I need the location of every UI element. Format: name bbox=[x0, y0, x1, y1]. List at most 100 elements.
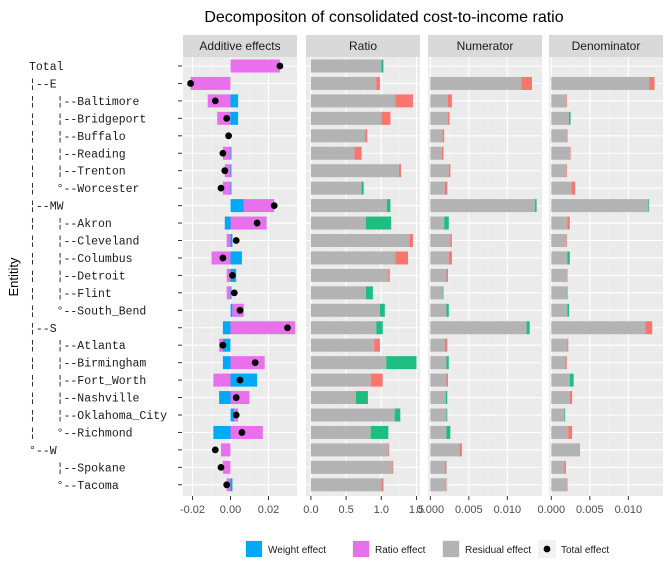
ratio-effect-bar bbox=[230, 216, 267, 230]
weight-effect-bar bbox=[230, 234, 233, 247]
residual-bar bbox=[430, 303, 447, 317]
difference-bar bbox=[459, 443, 462, 457]
residual-bar bbox=[310, 321, 377, 335]
difference-bar bbox=[381, 111, 391, 125]
difference-bar bbox=[565, 356, 567, 370]
panel-1: Ratio 0.0 0.5 1.0 1.5 bbox=[303, 35, 424, 516]
residual-bar bbox=[551, 373, 570, 387]
difference-bar bbox=[564, 460, 566, 474]
x-tick-label: 0.0 bbox=[303, 504, 318, 516]
ratio-effect-bar bbox=[222, 181, 231, 195]
x-tick-label: 0.02 bbox=[258, 504, 279, 516]
difference-bar bbox=[446, 268, 449, 282]
total-effect-point bbox=[219, 149, 227, 157]
legend-item: Residual effect bbox=[442, 540, 531, 558]
weight-effect-bar bbox=[230, 199, 244, 213]
residual-bar bbox=[310, 76, 377, 90]
residual-bar bbox=[310, 268, 389, 282]
difference-bar bbox=[379, 303, 385, 317]
total-effect-point bbox=[230, 289, 238, 297]
residual-bar bbox=[551, 181, 572, 195]
difference-bar bbox=[448, 111, 450, 125]
weight-effect-bar bbox=[222, 338, 231, 352]
entity-label: ¦ ¦--Trenton bbox=[29, 166, 126, 179]
residual-bar bbox=[551, 199, 649, 213]
residual-bar bbox=[551, 356, 566, 370]
legend-label: Residual effect bbox=[465, 545, 531, 556]
chart-title: Decompositon of consolidated cost-to-inc… bbox=[204, 9, 563, 26]
residual-bar bbox=[430, 478, 446, 492]
ratio-effect-bar bbox=[230, 356, 265, 370]
residual-bar bbox=[430, 234, 451, 247]
entity-label: ¦ ¦--Oklahoma_City bbox=[29, 410, 167, 423]
difference-bar bbox=[567, 338, 569, 352]
residual-bar bbox=[430, 460, 445, 474]
residual-bar bbox=[310, 164, 399, 178]
total-effect-point bbox=[236, 376, 244, 384]
entity-label: ¦ °--Richmond bbox=[29, 427, 133, 440]
residual-bar bbox=[551, 443, 580, 457]
legend-item: Weight effect bbox=[245, 540, 326, 558]
residual-bar bbox=[430, 164, 449, 178]
ratio-effect-bar bbox=[207, 94, 231, 108]
panel-3: Denominator 0.000 0.005 0.010 bbox=[538, 35, 663, 516]
panel-0: Additive effects -0.02 0.00 0.02 bbox=[180, 35, 297, 516]
panel-2: Numerator 0.000 0.005 0.010 bbox=[417, 35, 542, 516]
residual-bar bbox=[551, 286, 567, 300]
residual-bar bbox=[551, 251, 568, 265]
difference-bar bbox=[365, 216, 392, 230]
residual-bar bbox=[310, 443, 389, 457]
entity-label: ¦ ¦--Bridgeport bbox=[29, 113, 146, 126]
difference-bar bbox=[446, 408, 448, 422]
residual-bar bbox=[310, 181, 362, 195]
total-effect-point bbox=[221, 167, 229, 175]
ratio-effect-bar bbox=[226, 268, 231, 282]
difference-bar bbox=[565, 94, 567, 108]
entity-label: ¦ ¦--Cleveland bbox=[29, 236, 139, 249]
entity-label: ¦ ¦--Reading bbox=[29, 148, 126, 161]
residual-bar bbox=[551, 164, 566, 178]
residual-bar bbox=[310, 356, 387, 370]
residual-bar bbox=[551, 111, 570, 125]
entity-label: °--W bbox=[29, 445, 57, 458]
difference-bar bbox=[649, 76, 655, 90]
legend-swatch bbox=[246, 541, 262, 557]
entity-label: ¦ °--Worcester bbox=[29, 183, 139, 196]
entity-label: ¦--Spokane bbox=[29, 462, 126, 475]
panel-strip-label: Additive effects bbox=[199, 39, 280, 53]
legend-swatch bbox=[353, 541, 369, 557]
difference-bar bbox=[446, 373, 449, 387]
residual-bar bbox=[551, 268, 567, 282]
difference-bar bbox=[442, 129, 445, 143]
weight-effect-bar bbox=[230, 181, 232, 195]
panel-strip bbox=[183, 35, 297, 57]
panel-background bbox=[183, 57, 297, 496]
entity-labels: Total ¦--E ¦ ¦--Baltimore ¦ ¦--Bridgeport ¦ … bbox=[29, 61, 182, 493]
residual-bar bbox=[310, 146, 355, 160]
y-axis-title: Entitity bbox=[6, 257, 21, 297]
total-effect-point bbox=[211, 446, 219, 454]
difference-bar bbox=[450, 234, 452, 247]
x-tick-label: 0.000 bbox=[538, 504, 566, 516]
residual-bar bbox=[430, 129, 443, 143]
ratio-effect-bar bbox=[221, 443, 231, 457]
weight-effect-bar bbox=[230, 251, 242, 265]
difference-bar bbox=[381, 478, 384, 492]
residual-bar bbox=[551, 460, 565, 474]
residual-bar bbox=[430, 443, 460, 457]
total-effect-point bbox=[229, 272, 236, 279]
difference-bar bbox=[444, 338, 448, 352]
residual-bar bbox=[551, 408, 565, 422]
legend-item: Total effect bbox=[538, 540, 609, 558]
residual-bar bbox=[310, 425, 371, 439]
residual-bar bbox=[551, 94, 566, 108]
difference-bar bbox=[565, 234, 567, 247]
difference-bar bbox=[567, 303, 570, 317]
entity-label: Total bbox=[29, 61, 64, 74]
difference-bar bbox=[388, 443, 390, 457]
residual-bar bbox=[310, 338, 375, 352]
residual-bar bbox=[310, 111, 382, 125]
difference-bar bbox=[566, 129, 568, 143]
total-effect-point bbox=[232, 411, 240, 419]
